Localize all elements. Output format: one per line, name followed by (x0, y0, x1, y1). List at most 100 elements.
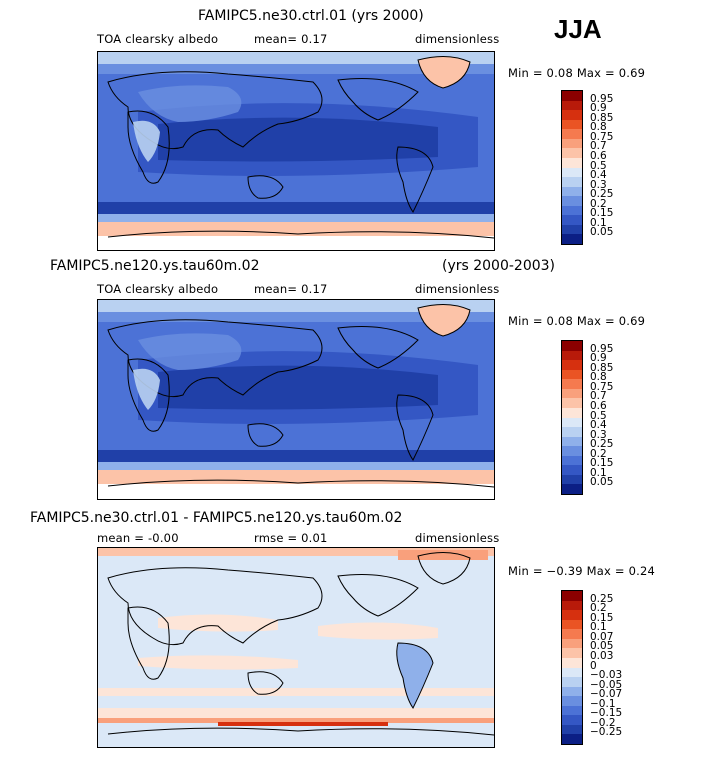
colorbar-label: 0.25 (590, 592, 614, 605)
panel3-mean: mean = -0.00 (97, 531, 179, 545)
panel2-title: FAMIPC5.ne120.ys.tau60m.02 (50, 258, 260, 274)
colorbar-swatch (562, 715, 582, 725)
colorbar-swatch (562, 724, 582, 735)
colorbar-swatch (562, 148, 582, 158)
colorbar-label: 0.3 (590, 178, 607, 191)
colorbar-label: −0.2 (590, 716, 616, 729)
colorbar-swatch (562, 455, 582, 466)
colorbar-swatch (562, 388, 582, 399)
colorbar-label: 0.5 (590, 159, 607, 172)
colorbar-swatch (562, 186, 582, 197)
panel1-mean: mean= 0.17 (254, 32, 328, 46)
colorbar-swatch (562, 360, 582, 370)
colorbar-label: 0.5 (590, 409, 607, 422)
colorbar-label: 0.15 (590, 457, 614, 470)
colorbar-label: −0.03 (590, 669, 623, 682)
colorbar-swatch (562, 629, 582, 639)
panel3-map (97, 547, 495, 748)
colorbar-swatch (562, 686, 582, 697)
colorbar-label: 0.25 (590, 438, 614, 451)
colorbar-swatch (562, 167, 582, 178)
colorbar-label: −0.25 (590, 726, 623, 739)
colorbar-swatch (562, 196, 582, 206)
colorbar-swatch (562, 100, 582, 111)
colorbar-swatch (562, 205, 582, 216)
panel1-colorbar (561, 90, 583, 245)
colorbar-swatch (562, 446, 582, 456)
colorbar-swatch (562, 350, 582, 361)
panel3-rmse: rmse = 0.01 (254, 531, 328, 545)
colorbar-label: −0.07 (590, 688, 623, 701)
colorbar-swatch (562, 638, 582, 649)
colorbar-swatch (562, 657, 582, 668)
season-label: JJA (554, 14, 602, 44)
panel2-variable: TOA clearsky albedo (97, 282, 219, 296)
colorbar-label: 0.1 (590, 216, 607, 229)
panel3-units: dimensionless (415, 531, 500, 545)
colorbar-swatch (562, 417, 582, 428)
colorbar-swatch (562, 648, 582, 658)
colorbar-label: −0.1 (590, 697, 616, 710)
colorbar-swatch (562, 705, 582, 716)
colorbar-label: −0.05 (590, 678, 623, 691)
colorbar-label: 0.05 (590, 476, 614, 489)
panel3-title: FAMIPC5.ne30.ctrl.01 - FAMIPC5.ne120.ys.… (30, 510, 403, 526)
panel1-map (97, 51, 495, 251)
colorbar-label: 0.8 (590, 121, 607, 134)
colorbar-swatch (562, 138, 582, 149)
colorbar-swatch (562, 677, 582, 687)
colorbar-swatch (562, 110, 582, 120)
colorbar-label: 0.05 (590, 640, 614, 653)
colorbar-swatch (562, 215, 582, 225)
panel3-colorbar (561, 590, 583, 745)
colorbar-label: 0.9 (590, 102, 607, 115)
colorbar-swatch (562, 341, 582, 351)
colorbar-swatch (562, 234, 582, 244)
colorbar-label: 0.85 (590, 361, 614, 374)
colorbar-label: 0.15 (590, 611, 614, 624)
colorbar-label: 0.25 (590, 188, 614, 201)
panel2-mean: mean= 0.17 (254, 282, 328, 296)
colorbar-swatch (562, 600, 582, 611)
colorbar-label: 0.4 (590, 169, 607, 182)
colorbar-label: 0.85 (590, 111, 614, 124)
colorbar-label: 0.7 (590, 390, 607, 403)
panel1-variable: TOA clearsky albedo (97, 32, 219, 46)
colorbar-swatch (562, 734, 582, 744)
colorbar-label: 0 (590, 659, 597, 672)
colorbar-swatch (562, 474, 582, 485)
colorbar-swatch (562, 465, 582, 475)
colorbar-swatch (562, 407, 582, 418)
colorbar-label: 0.1 (590, 466, 607, 479)
colorbar-swatch (562, 484, 582, 494)
colorbar-swatch (562, 177, 582, 187)
colorbar-label: 0.4 (590, 419, 607, 432)
colorbar-swatch (562, 119, 582, 130)
colorbar-label: 0.2 (590, 197, 607, 210)
panel2-minmax: Min = 0.08 Max = 0.69 (508, 314, 646, 328)
panel3-minmax: Min = −0.39 Max = 0.24 (508, 564, 655, 578)
panel2-colorbar (561, 340, 583, 495)
colorbar-swatch (562, 369, 582, 380)
colorbar-swatch (562, 398, 582, 408)
panel2-units: dimensionless (415, 282, 500, 296)
colorbar-label: 0.95 (590, 342, 614, 355)
colorbar-swatch (562, 667, 582, 678)
panel2-years: (yrs 2000-2003) (442, 258, 556, 274)
colorbar-label: 0.07 (590, 630, 614, 643)
colorbar-label: 0.75 (590, 380, 614, 393)
colorbar-swatch (562, 427, 582, 437)
panel1-minmax: Min = 0.08 Max = 0.69 (508, 66, 646, 80)
colorbar-label: 0.2 (590, 447, 607, 460)
colorbar-swatch (562, 129, 582, 139)
colorbar-swatch (562, 157, 582, 168)
colorbar-swatch (562, 610, 582, 620)
colorbar-swatch (562, 696, 582, 706)
colorbar-label: 0.9 (590, 352, 607, 365)
colorbar-label: 0.05 (590, 226, 614, 239)
colorbar-swatch (562, 91, 582, 101)
colorbar-label: 0.75 (590, 130, 614, 143)
panel2-map (97, 299, 495, 500)
colorbar-label: 0.8 (590, 371, 607, 384)
colorbar-swatch (562, 224, 582, 235)
